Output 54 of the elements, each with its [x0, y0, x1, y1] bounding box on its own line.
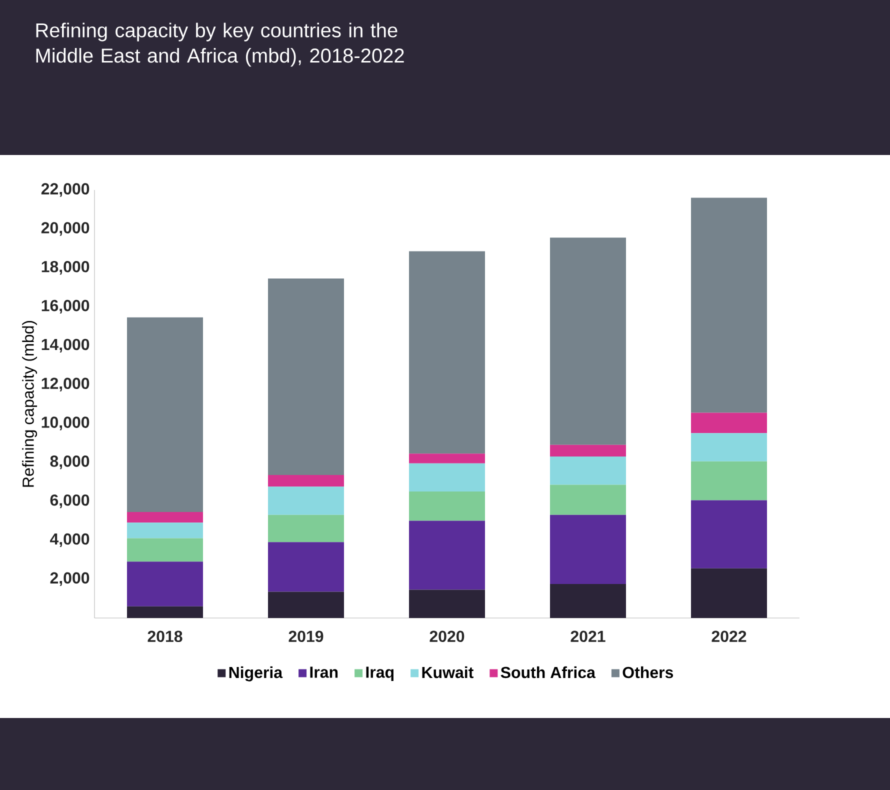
- bar: [550, 514, 626, 584]
- legend-label: Others: [622, 666, 674, 678]
- bar: [550, 456, 626, 485]
- x-tick-label: 2021: [570, 630, 606, 642]
- bar: [409, 492, 485, 521]
- y-tick-label: 6,000: [50, 494, 90, 508]
- y-tick-label: 20,000: [41, 222, 90, 236]
- bar: [691, 412, 767, 434]
- x-tick-label: 2022: [712, 630, 746, 642]
- bar: [409, 520, 485, 590]
- bar: [268, 592, 344, 618]
- y-axis-title: Refining capacity (mbd): [22, 321, 38, 487]
- y-tick-label: 10,000: [42, 416, 90, 430]
- bar: [409, 454, 485, 464]
- y-tick-label: 16,000: [42, 300, 90, 314]
- bar: [691, 461, 767, 500]
- bar: [268, 542, 344, 592]
- legend-label: South Africa: [500, 666, 596, 678]
- x-tick-label: 2020: [430, 630, 464, 642]
- bar: [127, 538, 203, 562]
- bar: [550, 444, 626, 457]
- bar: [127, 522, 203, 538]
- y-tick-label: 22,000: [41, 183, 90, 197]
- bar: [127, 606, 203, 618]
- bar: [268, 486, 344, 515]
- bar: [268, 278, 344, 476]
- legend-label: Kuwait: [422, 666, 474, 678]
- chart-title: Refining capacity by key countries in the Middle East and Africa (mbd), 2018-2022: [36, 22, 404, 67]
- legend-label: Iraq: [366, 666, 394, 682]
- x-tick-label: 2019: [288, 630, 324, 642]
- bar: [691, 433, 767, 462]
- x-tick-label: 2018: [148, 630, 182, 642]
- bar: [268, 475, 344, 487]
- bar: [409, 590, 485, 618]
- y-tick-label: 8,000: [50, 456, 90, 470]
- bar: [691, 500, 767, 568]
- legend-label: Nigeria: [229, 666, 283, 682]
- bar: [691, 568, 767, 618]
- bar: [127, 512, 203, 523]
- bar: [268, 514, 344, 542]
- y-tick-label: 14,000: [42, 338, 90, 352]
- y-tick-label: 12,000: [42, 378, 90, 392]
- y-tick-label: 18,000: [42, 260, 90, 275]
- bar: [550, 238, 626, 445]
- bar: [409, 251, 485, 454]
- bar: [691, 198, 767, 413]
- legend-label: Iran: [310, 666, 338, 678]
- bar: [409, 463, 485, 492]
- y-tick-label: 2,000: [50, 572, 90, 586]
- bar: [127, 562, 203, 606]
- y-tick-label: 4,000: [50, 533, 90, 547]
- bar: [550, 584, 626, 618]
- bar: [550, 484, 626, 515]
- bar: [127, 317, 203, 512]
